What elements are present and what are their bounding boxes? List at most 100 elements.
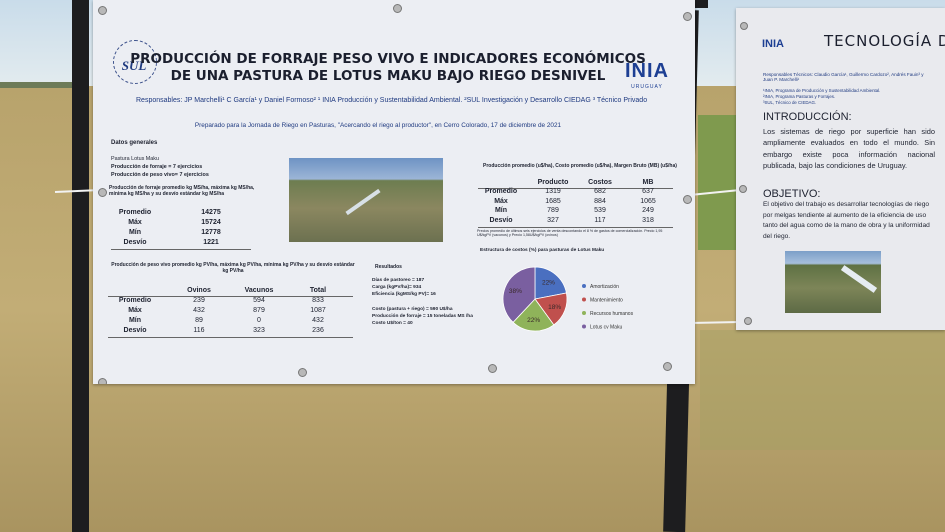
table-cell: Mín xyxy=(494,207,508,214)
table-cell: Promedio xyxy=(118,209,152,216)
table-cell: 637 xyxy=(642,188,654,195)
responsables: Responsables: JP Marchelli¹ C García¹ y … xyxy=(136,97,648,104)
table-cell: 327 xyxy=(547,216,559,224)
table-cell: 1065 xyxy=(640,197,656,205)
table-header: Costos xyxy=(588,179,612,186)
table-cell: 432 xyxy=(193,307,205,314)
green-grass xyxy=(700,330,945,450)
grommet xyxy=(683,12,692,21)
table-cell: Máx xyxy=(494,197,508,205)
table-cell: 789 xyxy=(547,207,559,214)
section-heading: Resultados xyxy=(375,264,402,270)
table-cell: 0 xyxy=(257,317,261,324)
table-header: MB xyxy=(642,179,654,186)
section-heading: INTRODUCCIÓN: xyxy=(763,111,852,123)
tie xyxy=(689,189,741,196)
poster-title: TECNOLOGÍA D xyxy=(824,32,945,50)
logo-text: INIA xyxy=(625,60,669,82)
responsables: Responsables Técnicos: Claudio García¹, … xyxy=(763,72,924,82)
result-line: Eficiencia (kgMS/kg PV)= 16 xyxy=(372,292,436,297)
logo-text: INIA xyxy=(762,38,784,50)
chart-title: Estructura de costos (%) para pasturas d… xyxy=(480,248,605,253)
frame-top xyxy=(690,0,708,8)
table-caption: Producción de peso vivo promedio kg PV/h… xyxy=(111,262,355,274)
grommet xyxy=(744,317,752,325)
slice-label: 22% xyxy=(527,317,540,324)
table-cell: 318 xyxy=(642,216,654,224)
affiliation: ²INIA, Programa Pasturas y Forrajes. xyxy=(763,94,836,99)
legend-label: Recursos humanos xyxy=(590,311,634,317)
grommet xyxy=(740,22,748,30)
right-poster: INIA TECNOLOGÍA D Responsables Técnicos: C… xyxy=(736,8,945,330)
poster-title: PRODUCCIÓN DE FORRAJE PESO VIVO E INDICA… xyxy=(130,51,646,67)
legend-label: Lotus cv Maku xyxy=(590,325,622,331)
general-line: Producción de peso vivo= 7 ejercicios xyxy=(111,172,209,178)
affiliation: ³SUL, Técnico de CIEDAG. xyxy=(763,100,817,105)
table-cell: Máx xyxy=(128,307,142,314)
table-rule xyxy=(478,227,673,228)
grommet xyxy=(298,368,307,377)
general-line: Producción de forraje = 7 ejercicios xyxy=(111,164,203,170)
table-rule xyxy=(478,188,673,189)
grommet xyxy=(393,4,402,13)
table-cell: 682 xyxy=(594,188,606,195)
table-header: Ovinos xyxy=(187,287,211,294)
prepared-note: Preparado para la Jornada de Riego en Pa… xyxy=(194,122,562,129)
grommet xyxy=(488,364,497,373)
post-left xyxy=(72,0,89,532)
tree-line xyxy=(0,82,75,88)
slice-label: 38% xyxy=(509,288,522,295)
table-cell: 884 xyxy=(594,197,606,205)
table-cell: 1685 xyxy=(545,197,561,205)
table-cell: 879 xyxy=(253,307,265,314)
table-cell: 594 xyxy=(253,297,265,304)
table-cell: Máx xyxy=(128,219,142,226)
affiliation: ¹INIA, Programa de Producción y Sustenta… xyxy=(763,88,881,93)
poster-title: DE UNA PASTURA DE LOTUS MAKU BAJO RIEGO … xyxy=(170,68,606,84)
tie xyxy=(54,189,101,193)
table-cell: Desvío xyxy=(489,216,513,224)
table-caption: Producción promedio (u$/ha), Costo prome… xyxy=(483,163,677,169)
table-cell: 15724 xyxy=(201,219,221,226)
tie xyxy=(689,321,741,324)
section-heading: Datos generales xyxy=(111,140,158,146)
pie-slice xyxy=(512,298,555,332)
legend-label: Amortización xyxy=(590,284,619,290)
slice-label: 22% xyxy=(542,280,555,287)
grommet xyxy=(98,6,107,15)
legend-swatch xyxy=(582,284,586,288)
table-cell: 539 xyxy=(594,207,606,214)
logo-text: URUGUAY xyxy=(631,84,663,90)
result-line: Costo (pastura + riego) = 590 U$/ha xyxy=(372,307,453,312)
table-header: Producto xyxy=(537,179,569,186)
section-heading: OBJETIVO: xyxy=(763,188,821,200)
pie-chart: 22% Amortización 18% Mantenimiento 22% Recurs… xyxy=(502,266,634,332)
table-cell: 14275 xyxy=(201,209,221,216)
table-cell: 432 xyxy=(312,317,324,324)
table-cell: Mín xyxy=(128,229,142,236)
table-caption: Producción de forraje promedio kg MS/ha,… xyxy=(109,185,255,197)
table-header: Vacunos xyxy=(244,287,274,294)
table-cell: 1087 xyxy=(310,307,326,314)
table-cell: 1221 xyxy=(203,239,219,246)
grommet xyxy=(98,378,107,384)
table-cell: 249 xyxy=(642,207,654,214)
grommet xyxy=(663,362,672,371)
table-cell: 239 xyxy=(193,297,205,304)
table-cell: Desvío xyxy=(123,239,147,246)
table-cell: 1319 xyxy=(545,188,561,195)
table-rule xyxy=(111,249,251,250)
slice-label: 18% xyxy=(548,304,561,311)
table-cell: 12778 xyxy=(201,229,221,236)
pie-slice xyxy=(502,266,536,323)
table-cell: Desvío xyxy=(123,327,147,334)
legend-label: Mantenimiento xyxy=(590,298,623,304)
table-cell: 117 xyxy=(594,216,606,224)
table-header: Total xyxy=(309,287,327,294)
result-line: Carga (kgPV/ha)= 934 xyxy=(372,285,422,290)
table-cell: Promedio xyxy=(484,188,518,195)
table-rule xyxy=(108,337,353,338)
table-cell: Promedio xyxy=(118,297,152,304)
legend-swatch xyxy=(582,311,586,315)
